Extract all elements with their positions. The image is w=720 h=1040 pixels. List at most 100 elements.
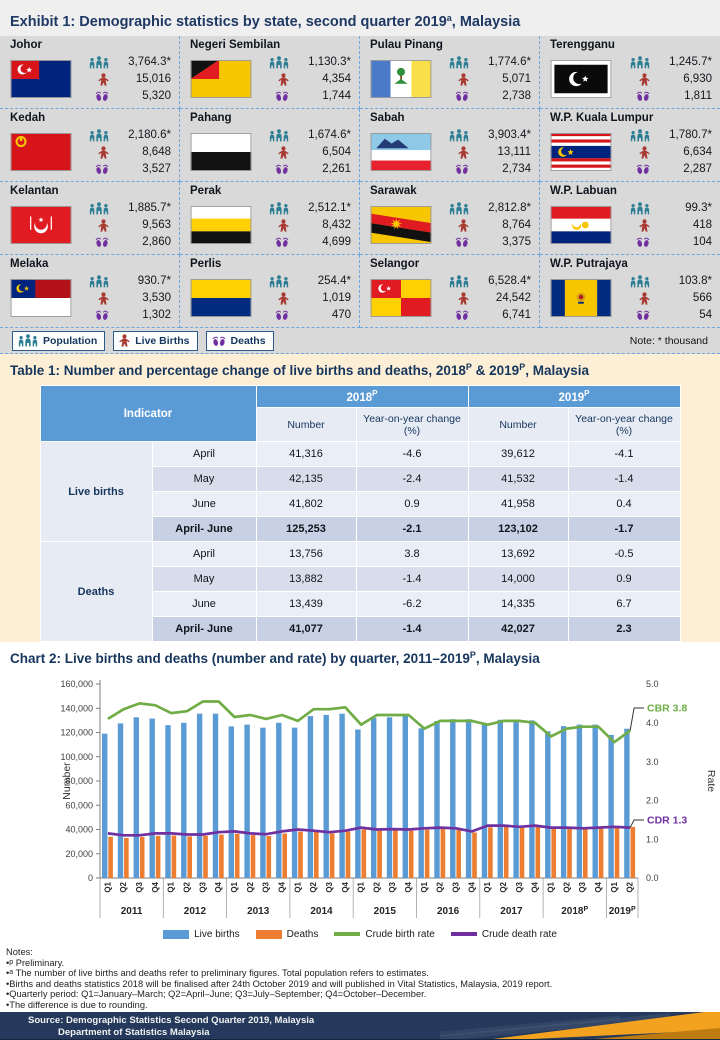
flag-icon-labuan	[550, 206, 612, 244]
state-card-kelantan: Kelantan 1,885.7* 9,563 2,860	[0, 182, 180, 255]
footer-text: Source: Demographic Statistics Second Qu…	[0, 1012, 720, 1040]
svg-text:Q2: Q2	[562, 881, 571, 892]
population-stat: 1,780.7*	[614, 127, 712, 143]
legend-label: Crude birth rate	[365, 928, 435, 940]
note-line: •Quarterly period: Q1=January–March; Q2=…	[6, 989, 427, 1000]
period-cell: April- June	[151, 616, 257, 642]
svg-text:Q4: Q4	[151, 881, 160, 892]
state-name: Kedah	[10, 112, 46, 124]
live-births-icon	[638, 73, 651, 86]
col-header-indicator: Indicator	[39, 385, 257, 442]
table-title-text-2: & 2019	[471, 363, 520, 378]
legend-live-births: Live Births	[113, 330, 198, 351]
table-title-sup-1: P	[465, 362, 472, 372]
table-title-sup-2: P	[519, 362, 526, 372]
value-cell: 41,802	[255, 491, 357, 517]
table-row-deaths-april: Deaths April 13,756 3.8 13,692 -0.5	[39, 541, 681, 642]
deaths-icon	[94, 236, 110, 248]
svg-text:80,000: 80,000	[65, 776, 93, 786]
deaths-value: 6,741	[502, 309, 531, 321]
value-cell: -4.6	[355, 441, 469, 467]
value-cell: 41,958	[467, 491, 569, 517]
deaths-stat: 2,287	[614, 161, 712, 177]
live-births-icon	[457, 146, 470, 159]
population-value: 1,130.3*	[308, 56, 351, 68]
state-name: Kelantan	[10, 185, 59, 197]
value-cell: 39,612	[467, 441, 569, 467]
flag-icon-melaka	[10, 279, 72, 317]
state-card-sarawak: Sarawak 2,812.8* 8,764 3,375	[360, 182, 540, 255]
crude-birth-rate-line	[107, 700, 631, 744]
state-name: Perak	[190, 185, 222, 197]
table-title: Table 1: Number and percentage change of…	[0, 359, 720, 380]
x-axis-quarter-labels: Q1 Q2 Q3 Q4 Q1 Q2 Q3 Q4 Q1 Q2 Q3 Q4 Q1 Q2 Q3 Q4 Q1 Q2 Q3 Q4…	[103, 881, 634, 892]
population-icon	[88, 129, 110, 142]
svg-text:Q1: Q1	[547, 881, 556, 892]
chart-title-text: Chart 2: Live births and deaths (number …	[10, 651, 470, 666]
population-icon	[88, 202, 110, 215]
state-name: Sarawak	[370, 185, 417, 197]
chart-title-suffix: , Malaysia	[475, 651, 540, 666]
deaths-stat: 1,744	[254, 88, 351, 104]
value-cell: 41,077	[255, 616, 357, 642]
state-name: Johor	[10, 39, 42, 51]
svg-text:Q4: Q4	[278, 881, 287, 892]
population-stat: 1,774.6*	[434, 54, 531, 70]
svg-text:Q2: Q2	[372, 881, 381, 892]
col-header-yoy-2019: Year-on-year change (%)	[567, 407, 681, 442]
year-label: 2019P	[609, 906, 636, 917]
population-icon	[448, 129, 470, 142]
svg-text:Q4: Q4	[467, 881, 476, 892]
population-stat: 2,812.8*	[434, 200, 531, 216]
live-births-value: 8,432	[322, 219, 351, 231]
table-title-suffix: , Malaysia	[525, 363, 590, 378]
svg-text:Q1: Q1	[103, 881, 112, 892]
deaths-value: 4,699	[322, 236, 351, 248]
population-stat: 930.7*	[74, 273, 171, 289]
year-label: 2018P	[561, 906, 588, 917]
population-value: 1,780.7*	[669, 129, 712, 141]
live-births-icon	[457, 292, 470, 305]
note-lines: •p Preliminary. •a The number of live bir…	[6, 958, 712, 1011]
flag-icon-perlis	[190, 279, 252, 317]
y-axis-label-right: Rate	[705, 770, 717, 792]
flag-icon-johor	[10, 60, 72, 98]
population-icon	[448, 275, 470, 288]
exhibit-title: Exhibit 1: Demographic statistics by sta…	[0, 0, 720, 36]
legend-boxes: Population Live Births Deaths	[12, 330, 282, 351]
value-cell: 42,135	[255, 466, 357, 492]
population-stat: 2,512.1*	[254, 200, 351, 216]
live-births-value: 6,504	[322, 146, 351, 158]
deaths-value: 2,860	[142, 236, 171, 248]
svg-text:Q3: Q3	[262, 881, 271, 892]
live-births-stat: 6,930	[614, 71, 712, 87]
svg-text:160,000: 160,000	[60, 679, 93, 689]
value-cell: 42,027	[467, 616, 569, 642]
deaths-stat: 1,302	[74, 307, 171, 323]
population-stat: 1,245.7*	[614, 54, 712, 70]
state-name: Pahang	[190, 112, 232, 124]
population-value: 1,885.7*	[128, 202, 171, 214]
state-name: Sabah	[370, 112, 405, 124]
table-row-live-births-may: May 42,135 -2.4 41,532 -1.4	[40, 466, 681, 492]
deaths-value: 1,744	[322, 90, 351, 102]
deaths-value: 3,375	[502, 236, 531, 248]
live-births-icon	[277, 146, 290, 159]
deaths-icon	[635, 90, 651, 102]
deaths-value: 2,738	[502, 90, 531, 102]
svg-text:20,000: 20,000	[65, 849, 93, 859]
exhibit-title-suffix: , Malaysia	[451, 14, 521, 30]
deaths-bars	[108, 826, 636, 878]
table-1: Indicator 2018P 2019P Number Year-on-year ch…	[39, 385, 681, 642]
deaths-stat: 3,375	[434, 234, 531, 250]
legend-label: Crude death rate	[481, 928, 557, 940]
live-births-icon	[97, 219, 110, 232]
live-births-icon	[638, 146, 651, 159]
value-cell: -1.4	[355, 566, 469, 592]
legend-swatch	[450, 932, 477, 936]
live-births-value: 5,071	[502, 73, 531, 85]
deaths-icon	[94, 309, 110, 321]
row-header-live-births: Live births	[39, 441, 153, 542]
live-births-value: 566	[692, 292, 712, 304]
